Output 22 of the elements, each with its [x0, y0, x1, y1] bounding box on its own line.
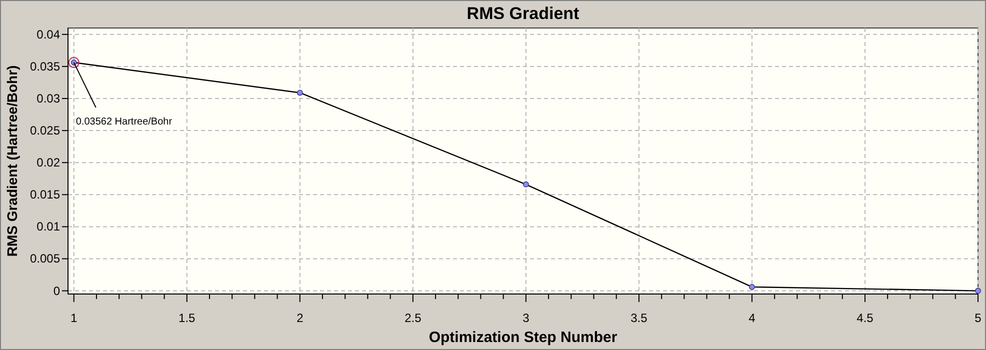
x-axis-title: Optimization Step Number	[428, 329, 618, 346]
x-tick-label: 4	[748, 311, 756, 325]
y-axis-title: RMS Gradient (Hartree/Bohr)	[4, 65, 20, 257]
y-tick-label: 0	[53, 284, 60, 298]
y-tick-label: 0.03	[36, 92, 60, 106]
x-tick-label: 1.5	[178, 311, 196, 325]
x-tick-label: 3	[522, 311, 530, 325]
y-tick-label: 0.025	[30, 124, 60, 138]
x-tick-label: 5	[974, 311, 982, 325]
x-tick-label: 4.5	[856, 311, 874, 325]
x-tick-label: 2	[296, 311, 304, 325]
x-tick-label: 3.5	[630, 311, 648, 325]
annotation: 0.03562 Hartree/Bohr	[76, 116, 173, 128]
y-tick-label: 0.01	[36, 220, 60, 234]
y-tick-label: 0.04	[36, 27, 60, 42]
x-tick-label: 2.5	[404, 311, 422, 325]
chart-title: RMS Gradient	[466, 4, 580, 23]
y-tick-label: 0.035	[30, 59, 60, 74]
y-tick-label: 0.015	[30, 188, 60, 202]
x-tick-label: 1	[70, 311, 78, 325]
y-tick-label: 0.02	[36, 156, 60, 170]
y-tick-label: 0.005	[30, 252, 60, 266]
